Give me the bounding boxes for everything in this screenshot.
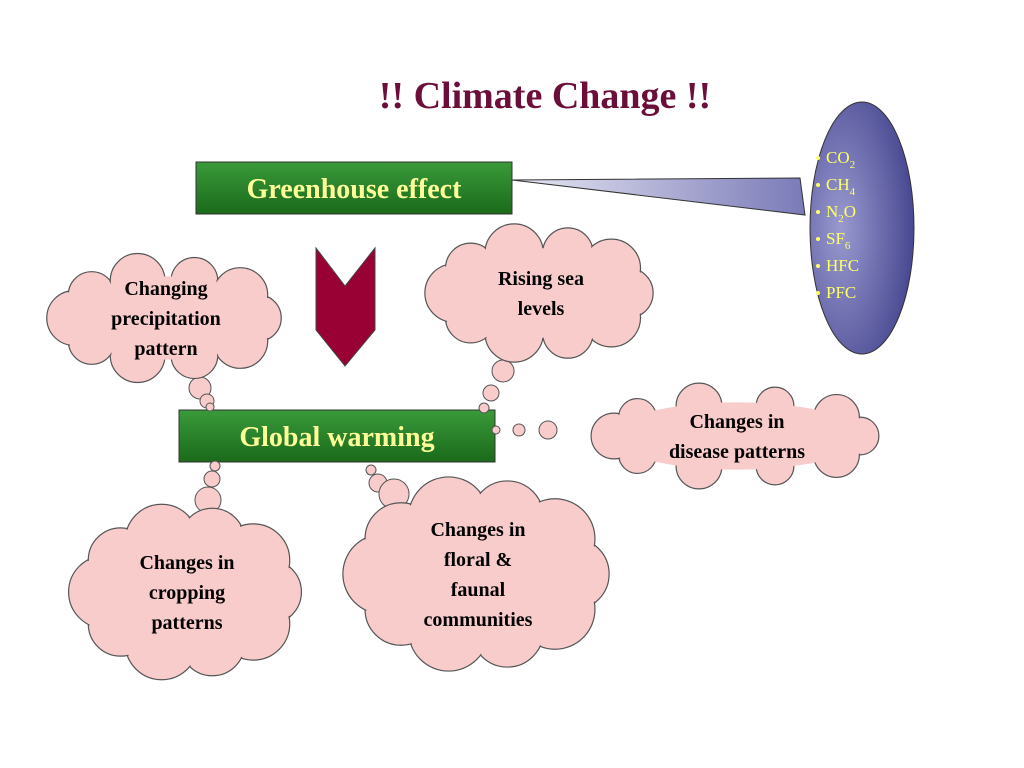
gas-item: CH4 [826,175,856,198]
cloud-text: pattern [134,338,197,360]
cloud-text: communities [424,609,533,631]
cloud-text: cropping [149,582,225,604]
gas-part: SF [826,229,845,248]
gas-part: 2 [838,213,844,225]
cloud-body [450,248,632,338]
warming-box [178,409,496,463]
cloud: Changes in floral & faunal communities [342,476,610,672]
gas-callout [809,101,915,355]
warming-label: Global warming [239,422,434,453]
greenhouse-label: Greenhouse effect [247,174,463,205]
gas-part: 4 [850,186,856,198]
gas-item: HFC [826,256,859,275]
gas-part: HFC [826,256,859,275]
bullet [816,210,820,214]
thought-bubble [482,384,500,402]
bullet [816,156,820,160]
thought-bubble [203,470,221,488]
bullet [816,237,820,241]
bullet [816,183,820,187]
gas-item: CO2 [826,148,855,171]
cloud-text: Changing [124,278,207,300]
thought-bubble [538,420,558,440]
cloud-body [609,402,865,470]
cloud-text: faunal [451,579,506,601]
gas-item: PFC [826,283,856,302]
greenhouse-box [195,161,513,215]
bullet [816,291,820,295]
thought-bubble [478,402,490,414]
cloud-text: patterns [151,612,222,634]
gas-part: CH [826,175,850,194]
thought-bubble [491,359,515,383]
gas-part: O [844,202,856,221]
cloud-body [379,510,577,638]
cloud-body [102,534,272,650]
gas-part: PFC [826,283,856,302]
thought-bubble [512,423,526,437]
cloud-text: precipitation [111,308,221,330]
thought-bubble [209,460,221,472]
cloud-text: Changes in [689,411,784,433]
cloud-text: levels [518,298,565,320]
title: !! Climate Change !! [379,75,711,117]
cloud: Rising sea levels [424,223,654,363]
cloud-text: Rising sea [498,268,584,290]
cloud: Changes in cropping patterns [67,503,303,681]
gas-part: N [826,202,838,221]
gas-part: 2 [850,159,856,171]
down-arrow [315,246,376,367]
thought-bubble [491,425,501,435]
cloud: Changing precipitation pattern [46,252,282,384]
clouds: Changing precipitation pattern Rising sea le… [46,223,880,681]
thought-bubble [365,464,377,476]
cloud-text: Changes in [139,552,234,574]
cloud: Changes in disease patterns [590,382,880,490]
bullet [816,264,820,268]
cloud-text: floral & [444,549,512,571]
cloud-text: Changes in [430,519,525,541]
gas-part: CO [826,148,850,167]
gas-part: 6 [845,240,851,252]
callout-tail [511,177,806,216]
thought-bubble [205,402,215,412]
cloud-text: disease patterns [669,441,805,463]
cloud-body [70,276,262,360]
gas-item: N2O [826,202,856,225]
gas-item: SF6 [826,229,851,252]
